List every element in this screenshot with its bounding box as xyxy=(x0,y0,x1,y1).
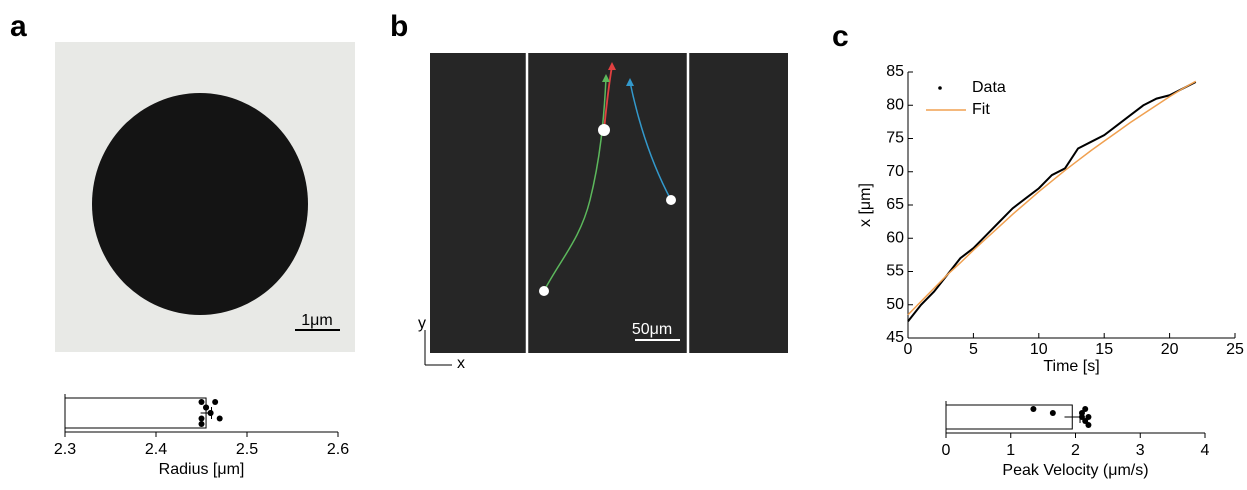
x-tick-label: 10 xyxy=(1030,341,1048,358)
data-point xyxy=(212,399,219,405)
particle xyxy=(598,124,610,136)
data-point xyxy=(1085,422,1092,428)
x-tick-label: 1 xyxy=(1006,442,1015,459)
particle xyxy=(92,93,308,315)
data-point xyxy=(1082,406,1089,412)
data-point xyxy=(198,399,205,405)
legend-label: Data xyxy=(972,79,1006,96)
data-point xyxy=(1082,418,1089,424)
x-axis-label: Time [s] xyxy=(1043,358,1099,375)
particle xyxy=(539,286,549,296)
arrowhead xyxy=(626,78,634,86)
y-tick-label: 80 xyxy=(886,96,904,113)
data-point xyxy=(207,410,214,416)
axis-name: y xyxy=(418,315,426,332)
x-tick-label: 2.3 xyxy=(54,441,76,458)
x-tick-label: 0 xyxy=(942,442,951,459)
data-point xyxy=(1030,406,1037,412)
x-axis-label: Radius [μm] xyxy=(159,461,245,478)
y-tick-label: 60 xyxy=(886,229,904,246)
panel-label: b xyxy=(390,10,408,43)
legend-label: Fit xyxy=(972,101,990,118)
y-tick-label: 85 xyxy=(886,63,904,80)
x-tick-label: 4 xyxy=(1201,442,1210,459)
panel-label: a xyxy=(10,10,27,43)
y-tick-label: 75 xyxy=(886,130,904,147)
legend-marker xyxy=(938,86,942,90)
x-tick-label: 2.4 xyxy=(145,441,167,458)
x-tick-label: 2.6 xyxy=(327,441,349,458)
y-tick-label: 50 xyxy=(886,296,904,313)
bar xyxy=(64,397,207,429)
y-tick-label: 70 xyxy=(886,163,904,180)
x-axis-label: Peak Velocity (μm/s) xyxy=(1002,462,1148,479)
data-point xyxy=(1078,410,1085,416)
x-tick-label: 15 xyxy=(1095,341,1113,358)
x-tick-label: 20 xyxy=(1161,341,1179,358)
axis-name: x xyxy=(457,355,465,372)
x-tick-label: 2.5 xyxy=(236,441,258,458)
data-point xyxy=(198,415,205,422)
scale-bar-label: 50μm xyxy=(632,321,672,338)
y-tick-label: 55 xyxy=(886,263,904,280)
series-line xyxy=(907,81,1197,322)
panel-label: c xyxy=(832,20,849,53)
arrowhead xyxy=(602,74,610,82)
x-tick-label: 2 xyxy=(1071,442,1080,459)
bar xyxy=(945,404,1073,430)
data-point xyxy=(203,404,210,411)
particle xyxy=(666,195,676,205)
series-line xyxy=(907,80,1197,316)
y-axis-label: x [μm] xyxy=(857,183,874,227)
scale-bar-label: 1μm xyxy=(301,312,332,329)
x-tick-label: 5 xyxy=(969,341,978,358)
data-point xyxy=(198,421,205,427)
trajectory xyxy=(543,77,607,292)
data-point xyxy=(216,415,223,422)
trajectory xyxy=(629,81,672,201)
x-tick-label: 0 xyxy=(904,341,913,358)
arrowhead xyxy=(608,62,616,70)
channel-image xyxy=(430,53,788,353)
x-tick-label: 25 xyxy=(1226,341,1244,358)
data-point xyxy=(1049,410,1056,416)
y-tick-label: 45 xyxy=(886,329,904,346)
x-tick-label: 3 xyxy=(1136,442,1145,459)
y-tick-label: 65 xyxy=(886,196,904,213)
data-point xyxy=(1085,414,1092,420)
